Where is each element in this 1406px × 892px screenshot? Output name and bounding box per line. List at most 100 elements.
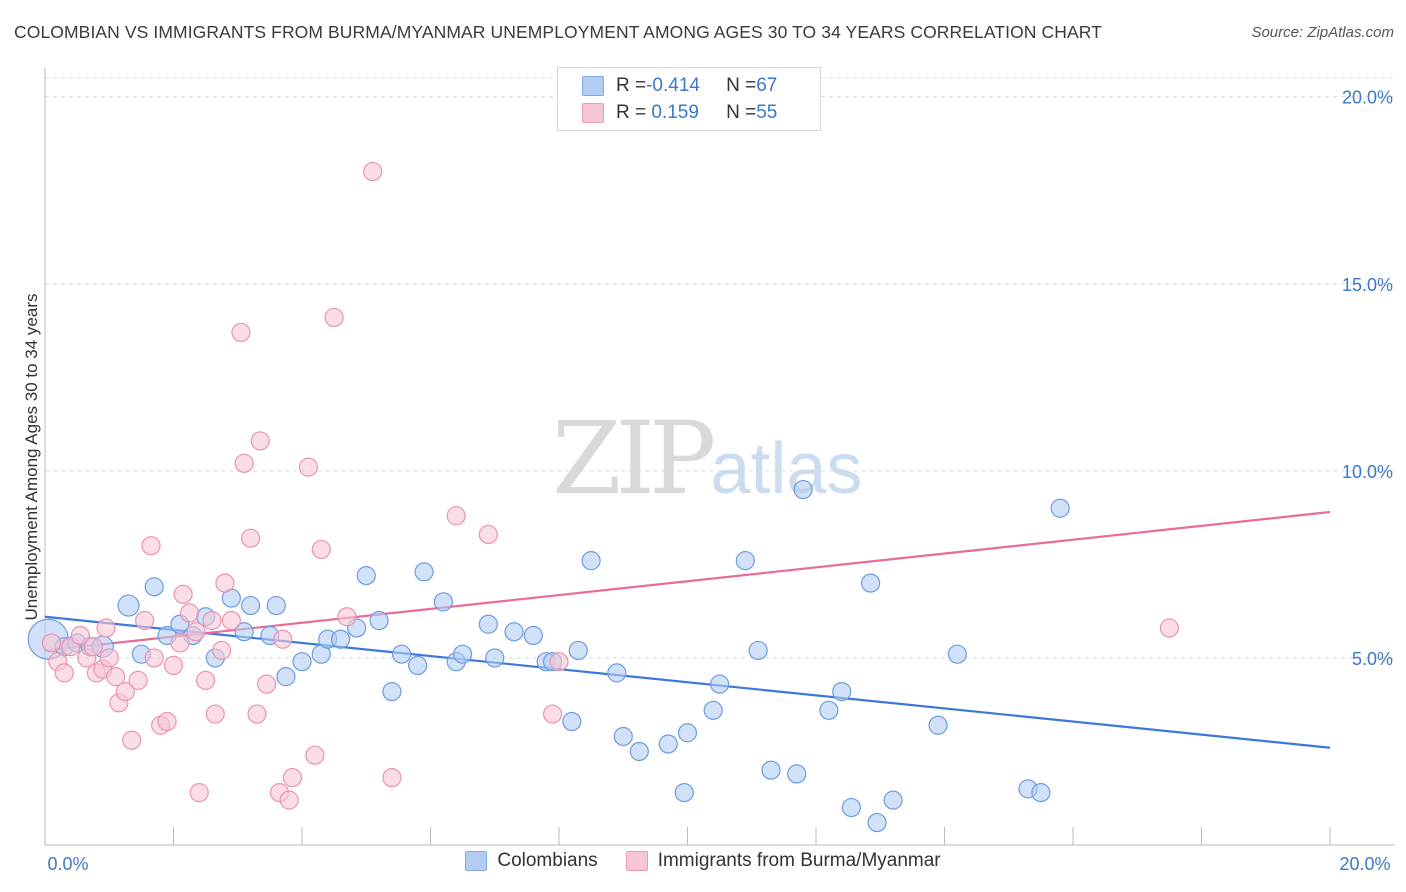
series-burma (41, 161, 1179, 810)
burma-point (221, 610, 241, 631)
legend-row-burma: R = 0.159 N = 55 (582, 100, 777, 126)
burma-point (382, 768, 402, 788)
burma-point (1159, 618, 1179, 638)
burma-trend-line (44, 510, 1331, 652)
colombians-point (330, 629, 351, 649)
colombians-point (266, 595, 286, 616)
colombians-point (613, 726, 633, 747)
source-label: Source: ZipAtlas.com (1251, 24, 1394, 41)
legend-label-burma: Immigrants from Burma/Myanmar (657, 850, 941, 871)
chart-title: COLOMBIAN VS IMMIGRANTS FROM BURMA/MYANM… (14, 22, 1102, 42)
colombians-point (607, 663, 627, 683)
series-legend: Colombians Immigrants from Burma/Myanmar (0, 850, 1406, 872)
colombians-point (703, 700, 723, 720)
burma-point (205, 704, 225, 724)
legend-r-label: R = (616, 102, 647, 123)
burma-point (215, 573, 235, 593)
colombians-point (735, 551, 755, 571)
legend-item-colombians: Colombians (465, 850, 598, 872)
legend-n-label: N = (726, 102, 757, 123)
burma-point (186, 622, 206, 642)
burma-point (234, 453, 254, 473)
colombians-point (581, 551, 601, 571)
colombians-point (793, 479, 813, 500)
burma-point (363, 161, 383, 182)
legend-swatch-pink (625, 851, 648, 871)
colombians-point (928, 715, 948, 735)
burma-point (54, 663, 74, 683)
colombians-point (568, 640, 588, 661)
colombians-point (292, 652, 312, 672)
colombians-point (861, 573, 881, 593)
colombians-point (1031, 783, 1051, 803)
colombians-point (369, 610, 389, 631)
colombians-point (478, 614, 498, 634)
colombians-point (787, 764, 807, 784)
burma-point (311, 539, 331, 560)
burma-point (106, 667, 126, 687)
y-tick-label: 15.0% (1342, 275, 1393, 295)
legend-swatch-pink (582, 103, 604, 123)
burma-point (337, 607, 357, 627)
y-tick-label: 20.0% (1342, 88, 1393, 108)
burma-point (141, 536, 161, 556)
colombians-point (629, 741, 649, 762)
burma-point (99, 648, 119, 668)
watermark-atlas: atlas (710, 429, 863, 509)
colombians-point (1050, 498, 1070, 518)
colombians-point (841, 797, 861, 818)
burma-point (202, 610, 222, 631)
burma-point (144, 648, 164, 668)
colombians-point (453, 644, 473, 664)
series-colombians (27, 479, 1070, 833)
y-tick-label: 10.0% (1342, 462, 1393, 482)
burma-point (115, 681, 135, 702)
burma-point (324, 307, 344, 328)
burma-point (134, 610, 155, 631)
colombians-point (947, 644, 967, 664)
x-tick-label: 20.0% (1339, 854, 1390, 874)
burma-point (250, 431, 270, 451)
burma-point (70, 625, 90, 646)
burma-point (122, 730, 142, 750)
burma-point (241, 528, 261, 548)
burma-point (231, 322, 251, 343)
colombians-point (677, 723, 698, 743)
burma-point (179, 603, 200, 623)
legend-swatch-blue (582, 76, 604, 96)
burma-point (163, 655, 184, 676)
burma-point (170, 633, 190, 653)
burma-point (128, 670, 148, 690)
legend-n-label: N = (726, 75, 757, 96)
burma-point (305, 745, 325, 765)
colombians-point (276, 667, 296, 687)
colombians-point (523, 625, 543, 646)
colombians-trend-line (44, 615, 1331, 749)
trend-lines (44, 510, 1331, 749)
burma-point (549, 652, 569, 672)
colombians-point (658, 734, 678, 754)
watermark: ZIPatlas (552, 400, 862, 517)
data-points (27, 161, 1179, 833)
legend-n-value: 55 (756, 102, 778, 123)
colombians-point (504, 622, 524, 642)
legend-label-colombians: Colombians (497, 850, 598, 871)
colombians-point (234, 622, 254, 642)
legend-row-colombians: R = -0.414 N = 67 (582, 73, 777, 99)
x-tick-label: 0.0% (47, 854, 88, 874)
burma-point (173, 584, 193, 604)
burma-point (247, 704, 267, 724)
burma-point (298, 457, 319, 477)
colombians-point (832, 681, 852, 702)
axes (44, 68, 1395, 846)
colombians-point (117, 594, 140, 617)
burma-point (189, 783, 209, 803)
colombians-point (562, 711, 582, 732)
colombians-point (819, 700, 839, 720)
colombians-point (433, 592, 453, 612)
burma-point (96, 618, 116, 638)
colombians-point (748, 640, 768, 661)
y-tick-label: 5.0% (1352, 649, 1393, 669)
burma-point (279, 790, 299, 810)
